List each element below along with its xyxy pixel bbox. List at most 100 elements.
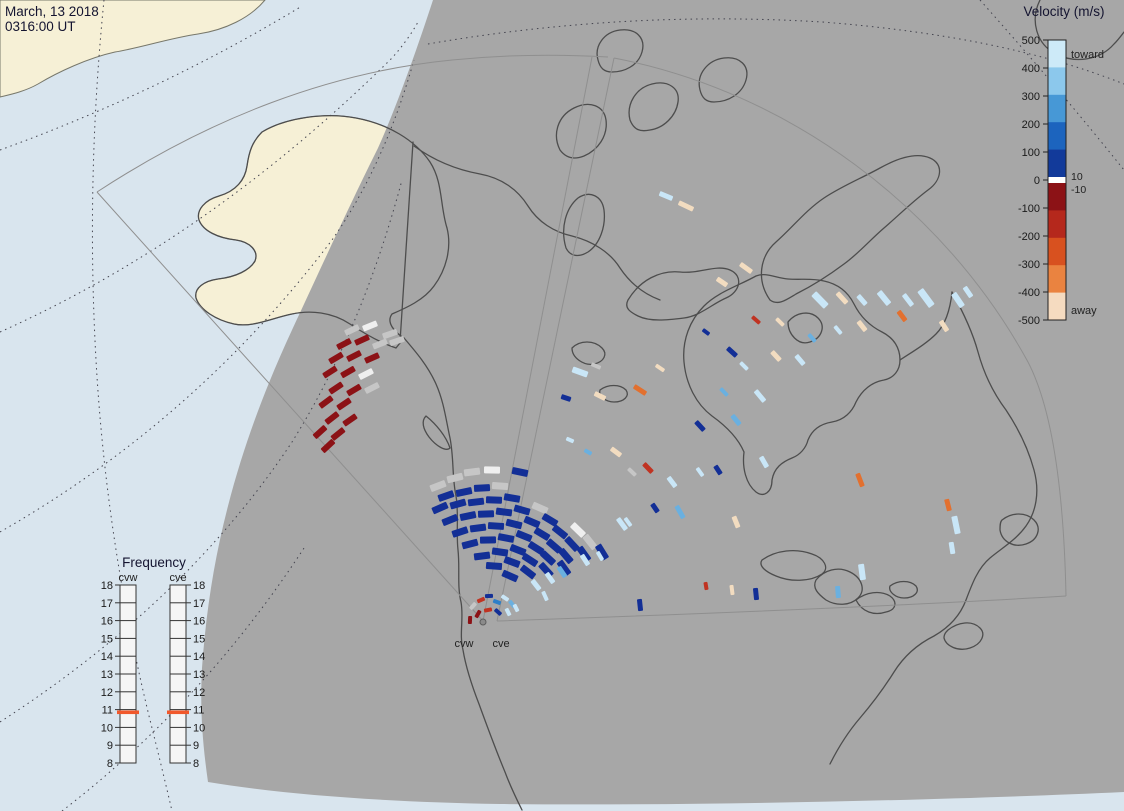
hudson-bay [683, 273, 901, 495]
alaska-canada-border [399, 141, 414, 343]
colorbar-tick-label: 500 [1022, 35, 1040, 47]
arctic-island [698, 57, 748, 103]
frequency-title: Frequency [122, 555, 186, 570]
colorbar-segment-away [1048, 237, 1066, 266]
velocity-point [342, 413, 358, 427]
velocity-point [962, 286, 974, 298]
graticule-meridian [91, 0, 173, 811]
velocity-point [515, 530, 533, 542]
lake-ontario [889, 580, 918, 599]
radar-label-cve: cve [492, 638, 509, 650]
siberia-landmass [0, 0, 266, 98]
frequency-column-cvw: cvw [119, 572, 138, 584]
velocity-point [729, 584, 735, 596]
frequency-tick-label: 17 [101, 598, 113, 610]
frequency-marker [117, 710, 139, 715]
velocity-point [473, 551, 491, 561]
velocity-point [590, 362, 602, 370]
velocity-point [570, 522, 586, 538]
velocity-point [500, 594, 510, 602]
velocity-point [340, 366, 356, 378]
frequency-tick-label: 8 [107, 758, 113, 770]
velocity-point [807, 333, 817, 343]
velocity-point [479, 536, 497, 544]
velocity-point [487, 522, 505, 530]
frequency-tick-label: 10 [193, 722, 205, 734]
timestamp: March, 13 2018 0316:00 UT [5, 4, 99, 34]
frequency-tick-label: 17 [193, 598, 205, 610]
velocity-point [811, 291, 829, 309]
velocity-point [753, 587, 759, 601]
velocity-point [463, 467, 481, 477]
velocity-point [509, 544, 527, 556]
frequency-tick-label: 18 [193, 580, 205, 592]
frequency-tick-label: 10 [101, 722, 113, 734]
velocity-point [858, 563, 866, 581]
velocity-point [751, 315, 761, 325]
frequency-tick-label: 11 [193, 705, 204, 717]
velocity-point [642, 462, 654, 474]
colorbar-zero-bottom-label: -10 [1071, 184, 1086, 196]
velocity-point [322, 365, 338, 379]
velocity-point [533, 527, 551, 541]
velocity-point [519, 564, 537, 580]
velocity-point [627, 467, 637, 477]
west-coastline [403, 337, 523, 811]
velocity-point [324, 411, 340, 425]
velocity-point [565, 436, 575, 444]
frequency-tick-label: 13 [101, 669, 113, 681]
colorbar-tick-label: 100 [1022, 147, 1040, 159]
velocity-point [650, 502, 660, 514]
velocity-point [505, 518, 523, 530]
velocity-point [455, 487, 473, 497]
velocity-point [576, 545, 592, 563]
arctic-mainland-coast [413, 145, 661, 301]
ungava-coast [899, 291, 953, 361]
radar-site-dot [479, 618, 487, 626]
velocity-point [703, 581, 709, 591]
velocity-point [476, 596, 486, 604]
velocity-point [713, 464, 723, 476]
velocity-point [429, 480, 447, 492]
velocity-point [389, 336, 405, 346]
colorbar-segment-away [1048, 210, 1066, 239]
arctic-island [628, 82, 679, 132]
velocity-point [364, 382, 380, 394]
alaska-outline [195, 115, 450, 349]
velocity-point [944, 498, 952, 512]
velocity-point [467, 497, 485, 507]
velocity-point [571, 366, 589, 378]
velocity-point [491, 481, 509, 491]
fov-arc-east [613, 57, 1067, 597]
colorbar-tick-label: -400 [1018, 287, 1040, 299]
velocity-point [364, 352, 380, 364]
colorbar-away-label: away [1071, 305, 1097, 317]
velocity-point [719, 387, 729, 397]
colorbar-segment-away [1048, 183, 1066, 211]
velocity-point [754, 389, 766, 403]
frequency-tick-label: 18 [101, 580, 113, 592]
fov-edge-west [96, 191, 484, 622]
velocity-point [469, 523, 487, 533]
velocity-point [312, 425, 328, 439]
east-coastline [829, 291, 1038, 765]
velocity-point [461, 538, 479, 550]
velocity-point [551, 524, 569, 540]
velocity-point [491, 547, 509, 557]
colorbar-segment-toward [1048, 40, 1066, 68]
velocity-point [595, 543, 609, 561]
velocity-point [726, 346, 738, 358]
colorbar-tick-label: 200 [1022, 119, 1040, 131]
frequency-tick-label: 16 [101, 616, 113, 628]
velocity-point [372, 338, 388, 350]
frequency-column-cve: cve [169, 572, 186, 584]
velocity-point [437, 490, 455, 502]
velocity-point [856, 294, 868, 306]
colorbar-zero-top-label: 10 [1071, 171, 1083, 183]
velocity-point [336, 397, 352, 411]
velocity-point [593, 391, 607, 401]
velocity-point [541, 590, 549, 602]
frequency-tick-label: 14 [193, 651, 205, 663]
